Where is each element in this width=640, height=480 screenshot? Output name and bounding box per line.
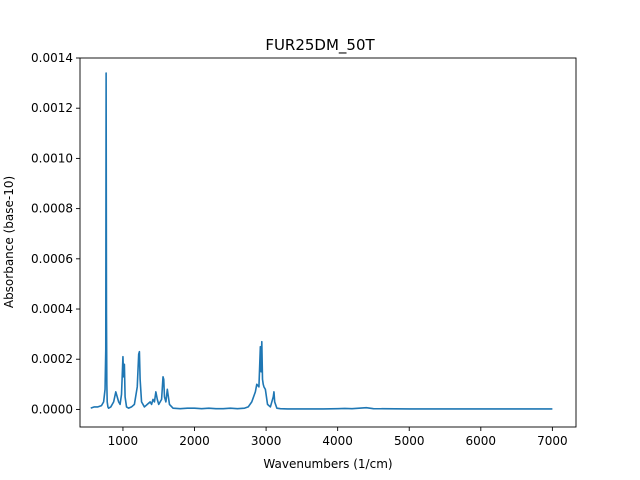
x-tick-label: 6000 [466, 434, 497, 448]
y-tick-label: 0.0014 [31, 51, 73, 65]
chart-title: FUR25DM_50T [265, 36, 375, 55]
y-axis-label: Absorbance (base-10) [2, 176, 16, 308]
x-tick-label: 1000 [108, 434, 139, 448]
y-tick-label: 0.0006 [31, 252, 73, 266]
x-axis-ticks: 1000 2000 3000 4000 5000 6000 7000 [108, 427, 568, 448]
x-tick-label: 2000 [179, 434, 210, 448]
y-tick-label: 0.0012 [31, 101, 73, 115]
y-axis-ticks: 0.0000 0.0002 0.0004 0.0006 0.0008 0.0010 0.00… [31, 51, 80, 416]
x-tick-label: 7000 [537, 434, 568, 448]
y-tick-label: 0.0004 [31, 302, 73, 316]
x-tick-label: 3000 [251, 434, 282, 448]
x-tick-label: 4000 [322, 434, 353, 448]
y-tick-label: 0.0008 [31, 202, 73, 216]
absorbance-series-line [90, 72, 553, 410]
y-tick-label: 0.0000 [31, 402, 73, 416]
y-tick-label: 0.0010 [31, 151, 73, 165]
x-axis-label: Wavenumbers (1/cm) [263, 457, 392, 471]
y-tick-label: 0.0002 [31, 352, 73, 366]
x-tick-label: 5000 [394, 434, 425, 448]
plot-frame [79, 57, 577, 428]
